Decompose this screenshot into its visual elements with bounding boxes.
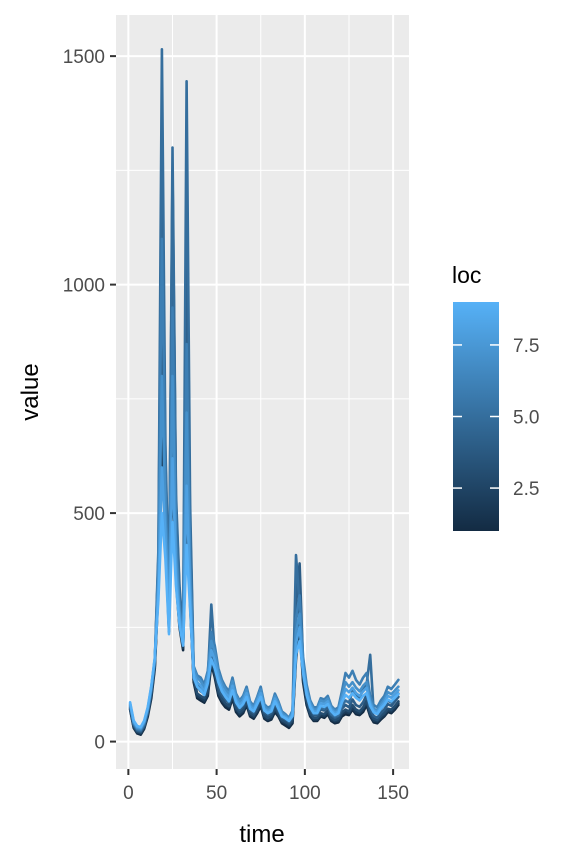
legend-tick-label: 7.5 (513, 336, 539, 357)
series-lines (128, 47, 400, 737)
legend: loc 2.5 5.0 7.5 (452, 262, 539, 531)
x-axis-title: time (239, 821, 284, 848)
y-axis-title: value (17, 363, 44, 420)
legend-ticks: 2.5 5.0 7.5 (453, 336, 539, 500)
legend-title: loc (452, 262, 481, 288)
y-axis: 0 500 1000 1500 (63, 47, 116, 754)
x-tick-label: 150 (377, 783, 409, 804)
y-tick-label: 1500 (63, 47, 105, 68)
x-tick-label: 100 (289, 783, 321, 804)
x-axis: 0 50 100 150 (123, 769, 409, 804)
x-tick-label: 0 (123, 783, 134, 804)
y-tick-label: 500 (73, 504, 105, 525)
legend-tick-label: 5.0 (513, 408, 539, 429)
series-line-loc-9 (128, 511, 400, 729)
legend-tick-label: 2.5 (513, 479, 539, 500)
y-tick-label: 1000 (63, 276, 105, 297)
x-tick-label: 50 (206, 783, 227, 804)
grid-major (116, 15, 409, 769)
y-tick-label: 0 (94, 733, 105, 754)
grid-minor (116, 15, 409, 769)
